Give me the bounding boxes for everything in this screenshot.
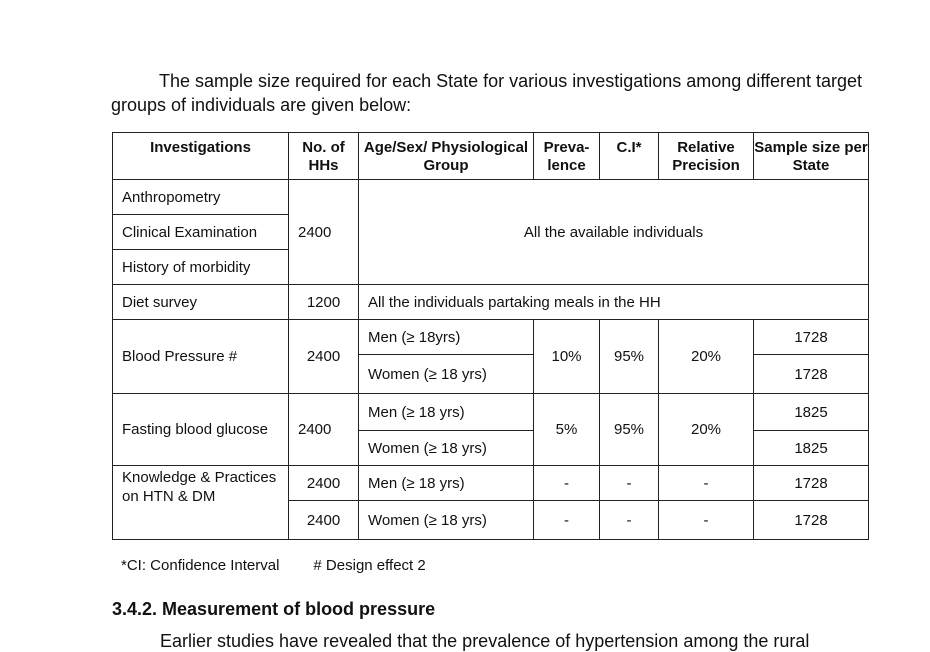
cell-kp-hhs-men: 2400 bbox=[288, 465, 359, 501]
cell-kp-sample-men: 1728 bbox=[753, 465, 869, 501]
header-prevalence: Preva- lence bbox=[533, 132, 600, 180]
intro-paragraph: The sample size required for each State … bbox=[111, 69, 871, 117]
cell-morbidity: History of morbidity bbox=[112, 249, 289, 285]
cell-bp-hhs: 2400 bbox=[288, 319, 359, 394]
section-heading: 3.4.2. Measurement of blood pressure bbox=[112, 599, 436, 619]
table-row: Fasting blood glucose 2400 Men (≥ 18 yrs… bbox=[112, 393, 869, 466]
table-row: Knowledge & Practices on HTN & DM 2400 M… bbox=[112, 465, 869, 540]
cell-anthropometry: Anthropometry bbox=[112, 179, 289, 215]
cell-kp-precision-men: - bbox=[658, 465, 754, 501]
cell-bp-women: Women (≥ 18 yrs) bbox=[358, 354, 534, 394]
cell-group1-hhs: 2400 bbox=[288, 179, 359, 285]
cell-kp-prevalence-women: - bbox=[533, 500, 600, 540]
table-row: Blood Pressure # 2400 Men (≥ 18yrs) 10% … bbox=[112, 319, 869, 394]
table-row: 2400 Women (≥ 18 yrs) - - - 1728 bbox=[113, 500, 869, 540]
header-investigations: Investigations bbox=[112, 132, 289, 180]
cell-bp-precision: 20% bbox=[658, 319, 754, 394]
cell-bp-ci: 95% bbox=[599, 319, 659, 394]
header-precision: Relative Precision bbox=[658, 132, 754, 180]
table-row: History of morbidity bbox=[112, 249, 869, 285]
cell-kp-name: Knowledge & Practices on HTN & DM bbox=[112, 465, 289, 540]
cell-fbg-name: Fasting blood glucose bbox=[112, 393, 289, 466]
table-row: Anthropometry 2400 All the available ind… bbox=[112, 179, 869, 285]
cell-kp-ci-men: - bbox=[599, 465, 659, 501]
header-sample: Sample size per State bbox=[753, 132, 869, 180]
cell-kp-women: Women (≥ 18 yrs) bbox=[358, 500, 534, 540]
cell-diet: Diet survey bbox=[112, 284, 289, 320]
footnote-design: # Design effect 2 bbox=[313, 557, 426, 574]
header-group: Age/Sex/ Physiological Group bbox=[358, 132, 534, 180]
cell-fbg-prevalence: 5% bbox=[533, 393, 600, 466]
cell-fbg-precision: 20% bbox=[658, 393, 754, 466]
cell-all-individuals: All the available individuals bbox=[358, 179, 869, 285]
footnote-ci: *CI: Confidence Interval bbox=[121, 557, 280, 574]
next-paragraph-line: Earlier studies have revealed that the p… bbox=[160, 631, 810, 651]
cell-fbg-men: Men (≥ 18 yrs) bbox=[358, 393, 534, 431]
cell-kp-men: Men (≥ 18 yrs) bbox=[358, 465, 534, 501]
cell-clinical: Clinical Examination bbox=[112, 214, 289, 250]
cell-fbg-hhs: 2400 bbox=[288, 393, 359, 466]
cell-bp-sample-men: 1728 bbox=[753, 319, 869, 355]
cell-kp-sample-women: 1728 bbox=[753, 500, 869, 540]
cell-bp-name: Blood Pressure # bbox=[112, 319, 289, 394]
table-row: Women (≥ 18 yrs) 1728 bbox=[113, 354, 869, 394]
sample-size-table: Investigations No. of HHs Age/Sex/ Physi… bbox=[112, 132, 869, 540]
header-ci: C.I* bbox=[599, 132, 659, 180]
cell-fbg-sample-men: 1825 bbox=[753, 393, 869, 431]
cell-fbg-women: Women (≥ 18 yrs) bbox=[358, 430, 534, 466]
cell-kp-prevalence-men: - bbox=[533, 465, 600, 501]
table-row: Women (≥ 18 yrs) 1825 bbox=[113, 430, 869, 466]
cell-diet-group: All the individuals partaking meals in t… bbox=[358, 284, 869, 320]
cell-bp-sample-women: 1728 bbox=[753, 354, 869, 394]
table-row: Clinical Examination bbox=[112, 214, 869, 250]
cell-bp-men: Men (≥ 18yrs) bbox=[358, 319, 534, 355]
table-row: Diet survey 1200 All the individuals par… bbox=[112, 284, 869, 320]
cell-bp-prevalence: 10% bbox=[533, 319, 600, 394]
cell-diet-hhs: 1200 bbox=[288, 284, 359, 320]
table-footnote: *CI: Confidence Interval # Design effect … bbox=[121, 557, 426, 574]
cell-kp-precision-women: - bbox=[658, 500, 754, 540]
intro-text: The sample size required for each State … bbox=[111, 71, 863, 115]
header-hhs: No. of HHs bbox=[288, 132, 359, 180]
cell-fbg-sample-women: 1825 bbox=[753, 430, 869, 466]
cell-fbg-ci: 95% bbox=[599, 393, 659, 466]
table-header-row: Investigations No. of HHs Age/Sex/ Physi… bbox=[112, 132, 869, 180]
cell-kp-hhs-women: 2400 bbox=[288, 500, 359, 540]
cell-kp-ci-women: - bbox=[599, 500, 659, 540]
